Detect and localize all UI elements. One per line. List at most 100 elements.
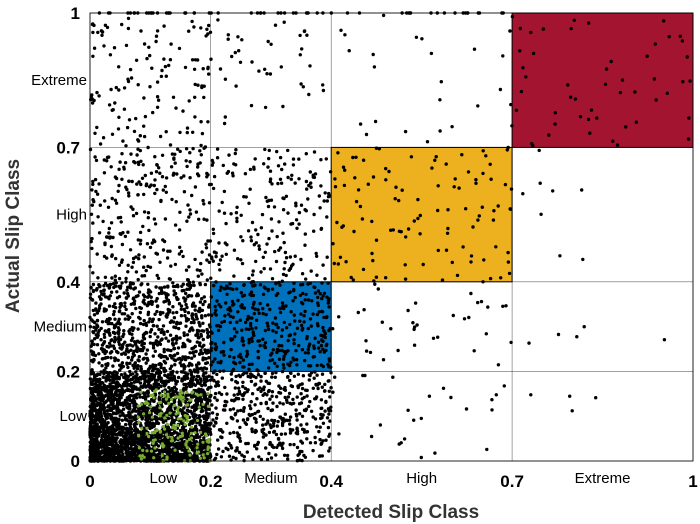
- data-point: [123, 304, 127, 309]
- data-point: [143, 441, 148, 445]
- data-point: [139, 159, 143, 163]
- data-point: [152, 183, 156, 188]
- data-point: [266, 366, 271, 370]
- data-point: [94, 189, 98, 194]
- data-point: [155, 343, 160, 347]
- data-point: [169, 42, 173, 46]
- data-point: [275, 424, 279, 428]
- data-point: [90, 188, 94, 192]
- data-point: [134, 211, 139, 216]
- data-point: [192, 67, 197, 72]
- data-point: [162, 57, 166, 61]
- data-point: [178, 361, 182, 365]
- data-point: [123, 372, 127, 376]
- data-point: [215, 147, 220, 151]
- data-point: [298, 412, 302, 416]
- data-point: [594, 396, 598, 400]
- data-point: [211, 231, 216, 236]
- data-point: [290, 221, 295, 226]
- data-point: [434, 155, 438, 159]
- data-point: [433, 451, 437, 455]
- data-point: [572, 18, 576, 22]
- data-point: [124, 307, 128, 312]
- data-point: [294, 204, 298, 208]
- data-point: [103, 281, 108, 285]
- data-point: [206, 32, 210, 36]
- data-point: [130, 419, 134, 423]
- data-point: [256, 308, 260, 312]
- data-point: [122, 86, 127, 90]
- data-point: [112, 452, 116, 456]
- data-point: [202, 202, 206, 206]
- data-point: [282, 267, 286, 271]
- data-point: [272, 418, 277, 423]
- data-point: [414, 35, 419, 39]
- data-point: [93, 155, 97, 159]
- data-point: [91, 289, 96, 294]
- data-point: [337, 315, 341, 319]
- data-point: [283, 162, 287, 166]
- data-point: [229, 212, 233, 216]
- data-point: [416, 197, 420, 202]
- data-point: [117, 330, 121, 334]
- data-point: [159, 365, 163, 370]
- data-point: [281, 196, 285, 200]
- data-point: [321, 83, 325, 87]
- data-point: [97, 445, 101, 449]
- data-point: [333, 185, 338, 189]
- data-point: [261, 306, 265, 311]
- data-point: [258, 414, 262, 419]
- data-point: [541, 27, 546, 31]
- data-point: [339, 28, 343, 32]
- data-point: [90, 101, 95, 105]
- data-point: [254, 375, 258, 380]
- data-point: [558, 254, 562, 258]
- data-point: [118, 427, 122, 431]
- data-point: [268, 307, 272, 312]
- data-point: [123, 380, 127, 384]
- data-point: [371, 52, 375, 57]
- data-point: [182, 174, 186, 178]
- data-point: [235, 216, 239, 220]
- data-point: [118, 392, 123, 396]
- data-point: [111, 378, 115, 382]
- data-point: [205, 218, 209, 222]
- data-point: [155, 324, 159, 328]
- data-point: [134, 370, 138, 374]
- data-point: [309, 269, 313, 273]
- data-point: [102, 409, 107, 414]
- data-point: [268, 169, 273, 173]
- data-point: [314, 383, 318, 387]
- data-point: [665, 91, 669, 96]
- data-point: [620, 78, 625, 82]
- data-point: [200, 297, 204, 301]
- data-point: [102, 332, 107, 337]
- data-point: [108, 393, 113, 397]
- data-point: [325, 199, 329, 203]
- data-point: [284, 273, 288, 278]
- data-point: [318, 425, 322, 429]
- data-point: [102, 442, 106, 446]
- data-point: [168, 58, 173, 62]
- data-point: [130, 410, 134, 414]
- data-point: [195, 400, 200, 404]
- data-point: [199, 332, 203, 337]
- data-point: [126, 263, 130, 267]
- data-point: [250, 339, 254, 343]
- data-point: [188, 176, 192, 180]
- data-point: [147, 300, 151, 305]
- data-point: [328, 446, 332, 450]
- data-point: [297, 343, 301, 348]
- data-point: [304, 179, 309, 184]
- data-point: [303, 208, 307, 212]
- data-point: [126, 26, 131, 31]
- data-point: [92, 442, 97, 446]
- data-point: [307, 92, 311, 97]
- data-point: [144, 323, 149, 328]
- data-point: [176, 444, 181, 448]
- data-point: [248, 413, 252, 418]
- data-point: [313, 435, 317, 440]
- data-point: [281, 231, 285, 235]
- data-point: [90, 409, 94, 414]
- data-point: [136, 327, 140, 331]
